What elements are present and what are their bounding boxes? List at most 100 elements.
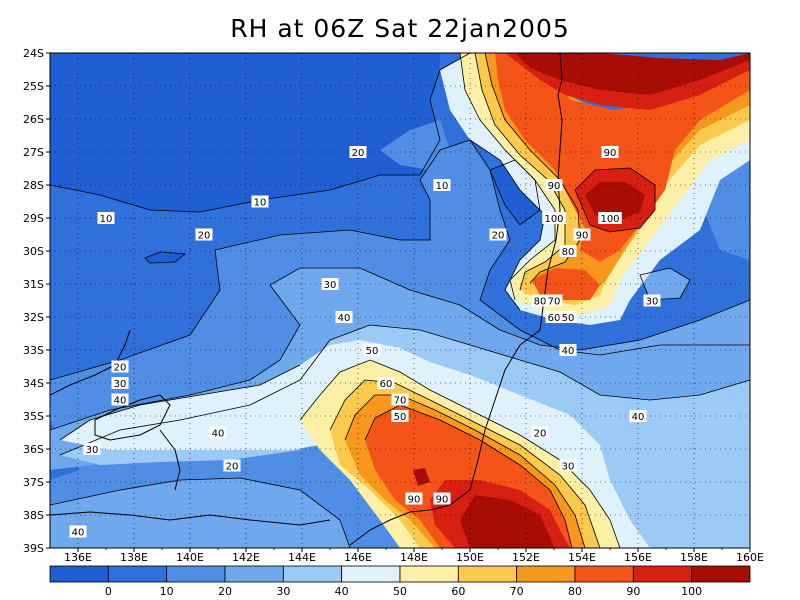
svg-text:50: 50: [394, 412, 407, 423]
svg-text:40: 40: [212, 429, 225, 440]
colorbar-label: 90: [626, 585, 640, 598]
colorbar-swatch: [457, 565, 518, 583]
contour-label: 30: [83, 443, 101, 456]
contour-label: 90: [601, 146, 619, 159]
lat-label: 31S: [23, 278, 44, 291]
svg-text:30: 30: [562, 462, 575, 473]
contour-label: 20: [195, 228, 213, 242]
svg-text:40: 40: [114, 396, 127, 407]
lon-label: 142E: [232, 551, 260, 564]
rh-band-0-10: [155, 55, 195, 82]
contour-label: 60: [545, 311, 563, 324]
lon-label: 140E: [176, 551, 204, 564]
colorbar-label: 30: [276, 585, 290, 598]
lon-label: 150E: [456, 551, 484, 564]
contour-label: 20: [531, 426, 549, 440]
lon-label: 148E: [400, 551, 428, 564]
svg-text:80: 80: [562, 247, 575, 258]
lon-label: 160E: [736, 551, 764, 564]
contour-label: 20: [111, 360, 129, 374]
lat-label: 35S: [23, 410, 44, 423]
contour-label: 100: [542, 212, 566, 225]
lat-label: 28S: [23, 179, 44, 192]
colorbar-label: 20: [218, 585, 232, 598]
svg-text:40: 40: [632, 412, 645, 423]
lon-label: 144E: [288, 551, 316, 564]
svg-text:90: 90: [576, 231, 589, 242]
contour-label: 20: [223, 459, 241, 473]
svg-text:50: 50: [562, 313, 575, 324]
lon-label: 138E: [120, 551, 148, 564]
contour-label: 30: [559, 459, 577, 473]
colorbar-swatch: [516, 565, 576, 583]
rh-band-30-40: [50, 478, 350, 548]
svg-text:70: 70: [394, 396, 407, 407]
contour-label: 90: [405, 492, 423, 506]
svg-text:30: 30: [86, 445, 99, 456]
lat-label: 25S: [23, 80, 44, 93]
colorbar-swatch: [341, 565, 401, 583]
contour-label: 40: [629, 410, 647, 423]
contour-label: 60: [377, 377, 395, 390]
svg-text:90: 90: [548, 181, 561, 192]
lon-label: 158E: [680, 551, 708, 564]
rh-field: [50, 53, 750, 548]
contour-label: 40: [69, 525, 87, 539]
lat-label: 32S: [23, 311, 44, 324]
svg-text:30: 30: [324, 280, 337, 291]
contour-label: 80: [559, 245, 577, 258]
svg-text:80: 80: [534, 297, 547, 308]
colorbar-swatch: [49, 565, 109, 583]
contour-label: 20: [349, 146, 367, 159]
svg-text:10: 10: [254, 198, 267, 209]
contour-label: 20: [489, 228, 507, 242]
svg-text:90: 90: [436, 495, 449, 506]
lat-label: 37S: [23, 476, 44, 489]
lat-label: 36S: [23, 443, 44, 456]
lat-label: 29S: [23, 212, 44, 225]
contour-label: 70: [545, 294, 563, 308]
colorbar-labels: 0 10 20 30 40 50 60 70 80 90 100: [105, 585, 702, 598]
colorbar-swatch: [632, 565, 693, 583]
svg-text:20: 20: [114, 363, 127, 374]
contour-label: 30: [643, 294, 661, 308]
contour-label: 10: [251, 195, 269, 209]
svg-text:100: 100: [600, 214, 619, 225]
colorbar-label: 50: [393, 585, 407, 598]
svg-text:60: 60: [380, 379, 393, 390]
colorbar-swatch: [224, 565, 284, 583]
rh-band-100-plus: [413, 468, 430, 486]
svg-text:20: 20: [492, 231, 505, 242]
svg-text:100: 100: [544, 214, 563, 225]
svg-text:20: 20: [226, 462, 239, 473]
colorbar-label: 70: [510, 585, 524, 598]
svg-text:30: 30: [114, 379, 127, 390]
colorbar-swatch: [691, 565, 751, 583]
rh-band-90-100: [495, 53, 750, 262]
colorbar-label: 80: [568, 585, 582, 598]
svg-text:10: 10: [100, 214, 113, 225]
svg-text:20: 20: [198, 231, 211, 242]
lat-label: 34S: [23, 377, 44, 390]
map-title: RH at 06Z Sat 22jan2005: [230, 14, 570, 43]
lat-label: 26S: [23, 113, 44, 126]
contour-lines: [50, 53, 750, 548]
contour-label: 30: [321, 278, 339, 291]
lat-label: 24S: [23, 47, 44, 60]
svg-text:30: 30: [646, 297, 659, 308]
svg-text:60: 60: [548, 313, 561, 324]
colorbar-swatch: [282, 565, 343, 583]
rh-band-100-plus: [515, 53, 750, 95]
contour-label: 10: [97, 212, 115, 225]
contour-label: 40: [335, 311, 353, 324]
svg-text:70: 70: [548, 297, 561, 308]
contour-label: 30: [111, 377, 129, 390]
lon-label: 156E: [624, 551, 652, 564]
rh-band-20-30: [380, 120, 450, 170]
svg-text:90: 90: [604, 148, 617, 159]
rh-band-0-10: [50, 53, 440, 212]
contour-label: 50: [363, 344, 381, 357]
lat-axis-labels: 24S 25S 26S 27S 28S 29S 30S 31S 32S 33S 34S 35S 36S 3…: [23, 47, 44, 555]
